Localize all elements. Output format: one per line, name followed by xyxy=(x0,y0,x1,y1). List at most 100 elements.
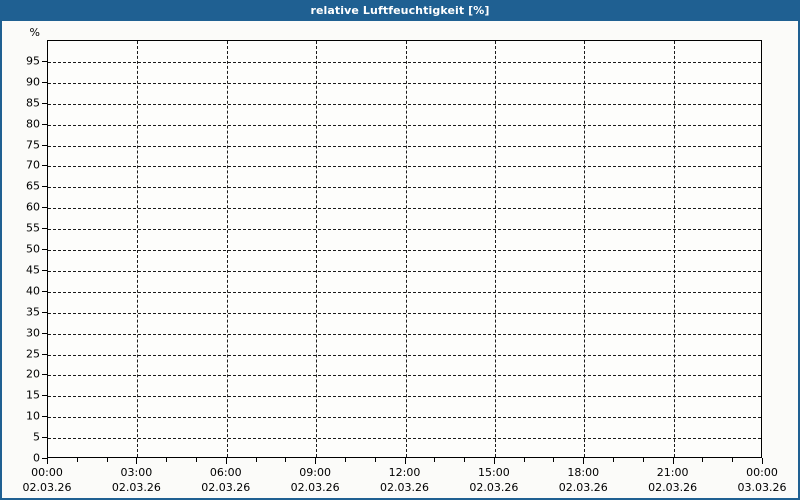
grid-line-vertical xyxy=(673,41,675,457)
grid-line-horizontal xyxy=(48,396,761,398)
y-axis-tick-label: 85 xyxy=(26,96,40,110)
grid-line-horizontal xyxy=(48,250,761,251)
grid-line-horizontal xyxy=(48,375,761,377)
grid-line-horizontal xyxy=(48,291,761,293)
y-axis-tick-label: 0 xyxy=(33,451,40,465)
y-axis-tick-label: 70 xyxy=(26,158,40,172)
x-axis-tick-date: 02.03.26 xyxy=(648,480,698,494)
grid-line-horizontal xyxy=(48,333,761,335)
grid-line-vertical xyxy=(494,41,496,457)
x-axis-tick-time: 12:00 xyxy=(388,466,421,479)
x-axis-minor-tick-mark xyxy=(642,458,644,462)
x-axis-tick-label: 12:00 02.03.26 xyxy=(380,466,429,496)
x-axis-tick-label: 18:00 02.03.26 xyxy=(559,466,608,496)
x-axis-tick-mark xyxy=(136,458,138,464)
x-axis-tick-date: 03.03.26 xyxy=(737,480,787,494)
grid-line-horizontal xyxy=(48,229,761,231)
plot-area xyxy=(47,40,762,458)
x-axis-tick-mark xyxy=(315,458,317,464)
x-axis-tick-mark xyxy=(404,458,406,464)
grid-line-vertical xyxy=(584,41,586,457)
grid-line-horizontal xyxy=(48,145,761,147)
grid-line-horizontal xyxy=(48,187,761,189)
grid-line-horizontal xyxy=(48,208,761,210)
grid-line-vertical xyxy=(226,41,228,457)
y-axis-tick-mark xyxy=(42,332,47,334)
x-axis-tick-time: 00:00 xyxy=(31,466,63,479)
x-axis-tick-label: 21:00 02.03.26 xyxy=(648,466,697,496)
x-axis-minor-tick-mark xyxy=(106,458,108,462)
x-axis-tick-label: 06:00 02.03.26 xyxy=(201,466,250,496)
y-axis-tick-label: 20 xyxy=(26,367,40,381)
y-axis-tick-mark xyxy=(42,458,47,459)
x-axis-tick-time: 09:00 xyxy=(299,466,331,479)
x-axis-tick-time: 06:00 xyxy=(209,466,242,479)
grid-line-vertical xyxy=(405,41,407,457)
y-axis-tick-label: 10 xyxy=(26,409,40,423)
y-axis-tick-label: 75 xyxy=(26,138,40,151)
x-axis-tick-time: 00:00 xyxy=(746,466,778,479)
y-axis-tick-label: 60 xyxy=(26,200,40,214)
y-axis-tick-label: 45 xyxy=(26,263,40,277)
x-axis-minor-tick-mark xyxy=(285,458,287,462)
grid-line-horizontal xyxy=(48,166,761,168)
x-axis-minor-tick-mark xyxy=(166,458,168,462)
x-axis-tick-label: 15:00 02.03.26 xyxy=(469,466,518,496)
x-axis-tick-mark xyxy=(47,458,48,464)
y-axis-tick-mark xyxy=(42,123,47,125)
x-axis-tick-time: 15:00 xyxy=(478,466,510,479)
grid-line-horizontal xyxy=(48,354,761,356)
x-axis-tick-label: 00:00 02.03.26 xyxy=(23,466,72,496)
y-axis-tick-mark xyxy=(42,228,47,230)
x-axis-tick-date: 02.03.26 xyxy=(380,480,429,494)
x-axis-tick-mark xyxy=(762,458,763,464)
y-axis-tick-label: 65 xyxy=(26,179,40,193)
x-axis-tick-mark xyxy=(493,458,495,464)
grid-line-horizontal xyxy=(48,312,761,314)
chart-title-bar: relative Luftfeuchtigkeit [%] xyxy=(0,0,800,21)
y-axis-tick-label: 55 xyxy=(26,221,40,235)
x-axis-minor-tick-mark xyxy=(195,458,197,462)
grid-line-vertical xyxy=(316,41,318,457)
x-axis: 00:00 02.03.26 03:00 02.03.26 06:00 02.03.26 0… xyxy=(23,458,786,498)
y-axis-tick-label: 90 xyxy=(26,75,40,89)
x-axis-minor-tick-mark xyxy=(523,458,525,462)
y-axis-tick-mark xyxy=(42,395,47,397)
x-axis-tick-label: 09:00 02.03.26 xyxy=(291,466,340,496)
grid-line-horizontal xyxy=(48,61,761,63)
x-axis-minor-tick-mark xyxy=(344,458,346,462)
y-axis-tick-mark xyxy=(42,353,47,355)
x-axis-tick-mark xyxy=(225,458,227,464)
x-axis-tick-label: 00:00 03.03.26 xyxy=(738,466,787,496)
y-axis-tick-mark xyxy=(42,311,47,313)
y-axis-tick-mark xyxy=(42,437,47,439)
grid-line-horizontal xyxy=(48,417,761,419)
y-axis-tick-mark xyxy=(42,144,47,146)
x-axis-minor-tick-mark xyxy=(553,458,555,462)
y-axis-tick-mark xyxy=(42,416,47,418)
x-axis-tick-mark xyxy=(672,458,674,464)
y-axis-tick-label: 50 xyxy=(26,242,40,256)
y-axis-tick-mark xyxy=(42,269,47,271)
x-axis-tick-date: 02.03.26 xyxy=(558,480,608,494)
grid-line-horizontal xyxy=(48,124,761,126)
chart-canvas: % 0 5 10 15 20 25 30 35 40 45 50 55 60 65 70 75 80 85 90 95… xyxy=(2,21,798,498)
x-axis-tick-date: 02.03.26 xyxy=(201,480,251,494)
y-axis-tick-mark xyxy=(42,249,47,250)
grid-line-horizontal xyxy=(48,438,761,440)
y-axis-tick-label: 15 xyxy=(26,388,40,402)
y-axis-tick-mark xyxy=(42,374,47,376)
y-axis-tick-label: 35 xyxy=(26,305,40,319)
x-axis-minor-tick-mark xyxy=(374,458,376,462)
page-title: relative Luftfeuchtigkeit [%] xyxy=(310,4,490,17)
y-axis-tick-mark xyxy=(42,102,47,104)
y-axis-tick-label: 80 xyxy=(26,117,40,131)
x-axis-tick-time: 03:00 xyxy=(120,466,153,479)
x-axis-minor-tick-mark xyxy=(464,458,466,462)
x-axis-tick-date: 02.03.26 xyxy=(22,480,72,494)
y-axis-tick-mark xyxy=(42,81,47,83)
y-axis-tick-mark xyxy=(42,186,47,188)
y-axis-tick-mark xyxy=(42,165,47,167)
grid-line-vertical xyxy=(137,41,139,457)
